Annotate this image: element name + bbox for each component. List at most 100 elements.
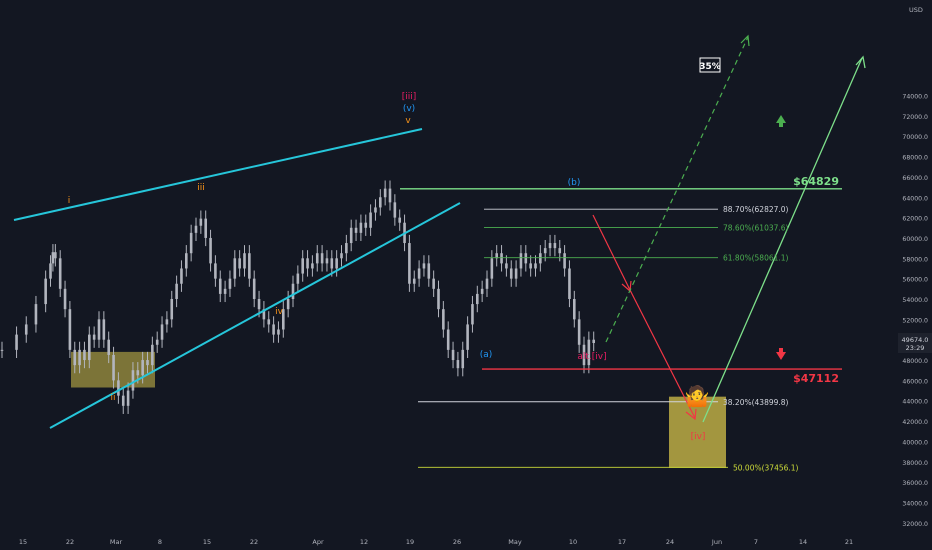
price-candle (107, 339, 110, 355)
x-tick-label: Mar (110, 538, 123, 546)
price-candle (102, 319, 106, 340)
price-candle (364, 222, 368, 228)
price-candle (214, 263, 217, 279)
price-candle (548, 243, 552, 249)
arrow-head-icon (685, 408, 697, 421)
target-zone (669, 396, 726, 468)
price-candle (437, 288, 440, 310)
price-candle (427, 263, 431, 279)
price-candle (228, 278, 232, 289)
fib-level-label: 50.00%(37456.1) (733, 463, 799, 472)
price-candle (58, 258, 62, 289)
price-candle (296, 273, 300, 284)
price-candle (88, 334, 91, 361)
price-candle (233, 258, 237, 279)
price-candle (121, 395, 125, 406)
price-candle (320, 253, 324, 264)
price-candle (408, 243, 411, 284)
price-candle (34, 304, 38, 325)
price-candle (345, 243, 348, 254)
x-tick-label: 15 (203, 538, 211, 546)
price-candle (325, 258, 329, 264)
price-candle (490, 258, 494, 279)
wave-label: (a) (480, 350, 493, 360)
price-candle (68, 309, 72, 350)
price-candle (185, 253, 188, 269)
price-candle (248, 253, 251, 279)
y-tick-label: 74000.0 (902, 94, 928, 101)
price-candle (374, 207, 377, 213)
price-candle (189, 232, 193, 254)
shrug-icon: 🤷 (685, 384, 710, 408)
price-candle (442, 309, 445, 330)
price-candle (92, 334, 96, 340)
price-candle (151, 344, 154, 366)
price-candle (340, 253, 343, 259)
price-candle (476, 293, 479, 305)
price-candle (83, 349, 86, 361)
x-tick-label: 17 (618, 538, 626, 546)
price-candle (335, 258, 338, 269)
price-candle (505, 263, 508, 269)
price-candle (529, 263, 532, 269)
up-arrow-icon (776, 115, 786, 127)
bull-path (702, 57, 863, 423)
wave-label: ii (110, 393, 115, 403)
y-tick-label: 58000.0 (902, 256, 928, 263)
price-candle (432, 278, 435, 289)
price-candle (218, 278, 222, 294)
x-tick-label: 7 (754, 538, 758, 546)
currency-label: USD (909, 6, 923, 14)
price-candle (262, 309, 266, 320)
x-tick-label: 8 (158, 538, 162, 546)
price-candle (446, 329, 450, 350)
y-tick-label: 32000.0 (902, 521, 928, 528)
price-candle (412, 278, 416, 284)
price-candle (180, 268, 183, 284)
percent-label: 35% (699, 62, 721, 72)
price-candle (393, 202, 397, 218)
price-candle (582, 344, 586, 366)
wave-label: iii (197, 183, 205, 193)
price-candle (223, 288, 227, 294)
price-candle (573, 298, 576, 320)
price-candle (204, 218, 207, 238)
y-tick-label: 68000.0 (902, 155, 928, 162)
wave-label: (b) (568, 178, 581, 188)
price-candle (0, 349, 4, 351)
price-candle (146, 360, 149, 366)
price-candle (509, 268, 513, 279)
wave-label: iv (275, 307, 284, 317)
y-tick-label: 38000.0 (902, 460, 928, 467)
price-candle (54, 252, 57, 259)
y-tick-label: 62000.0 (902, 216, 928, 223)
fib-level-label: 78.60%(61037.6) (723, 223, 789, 232)
price-candle (553, 243, 557, 249)
price-candle (480, 288, 484, 294)
price-candle (277, 329, 280, 335)
price-candle (209, 237, 212, 264)
price-candle (199, 218, 203, 226)
y-tick-label: 70000.0 (902, 134, 928, 141)
price-candle (243, 253, 246, 269)
percent-box (699, 57, 721, 73)
y-tick-label: 40000.0 (902, 439, 928, 446)
arrow-head-icon (855, 55, 866, 69)
price-candle (568, 268, 571, 299)
price-candle (534, 263, 537, 269)
price-candle (165, 319, 169, 325)
x-tick-label: 24 (666, 538, 674, 546)
price-candle (160, 324, 164, 340)
price-candle (354, 227, 358, 233)
price-candle (78, 349, 81, 366)
price-candle (257, 298, 261, 310)
price-candle (398, 217, 401, 223)
x-tick-label: Apr (312, 538, 324, 546)
x-tick-label: 12 (360, 538, 368, 546)
price-candle (291, 283, 295, 299)
price-candle (471, 304, 474, 325)
x-tick-label: 21 (845, 538, 853, 546)
price-candle (155, 339, 159, 345)
